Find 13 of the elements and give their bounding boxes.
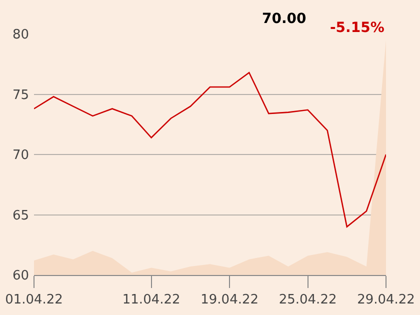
y-tick-label: 60: [12, 268, 29, 284]
annotation: -5.15%: [330, 20, 384, 36]
x-tick-label: 19.04.22: [200, 292, 259, 308]
x-tick-label: 25.04.22: [278, 292, 337, 308]
y-tick-label: 65: [12, 208, 29, 224]
text: 70.00: [262, 11, 307, 27]
y-tick-label: 80: [12, 28, 29, 43]
x-tick-label: 11.04.22: [122, 292, 180, 308]
y-tick-label: 70: [12, 148, 29, 164]
y-tick-label: 75: [12, 88, 29, 103]
x-tick-label: 01.04.22: [5, 292, 63, 308]
line-series: [34, 72, 386, 228]
x-tick-label: 29.04.22: [357, 292, 415, 308]
